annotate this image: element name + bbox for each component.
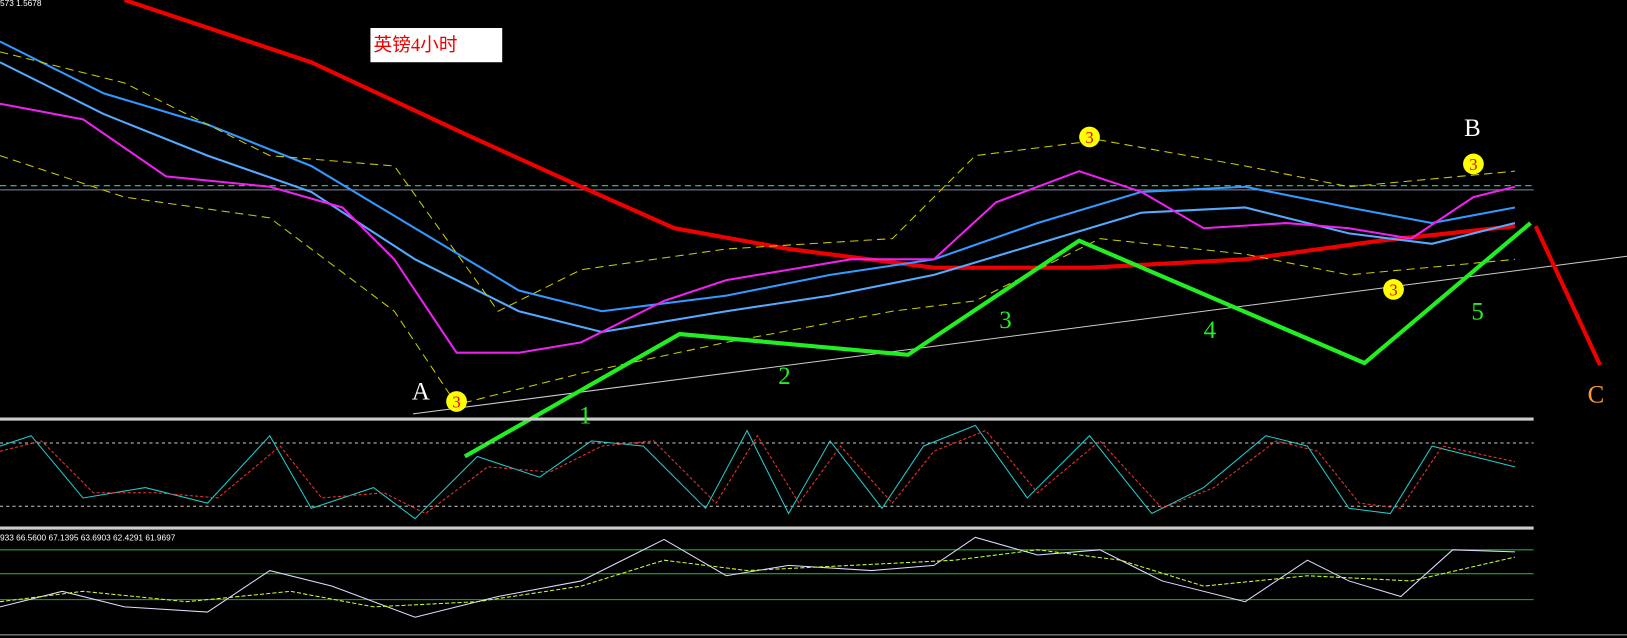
ma-blue [0,40,1516,313]
projection-line [1533,225,1602,367]
oscillator-signal [0,429,1516,515]
oscillator-line [0,424,1516,520]
wave-label: 3 [999,307,1011,334]
title: 英镑4小时 [374,35,458,56]
indicator-values: 933 66.5600 67.1395 63.6903 62.4291 61.9… [0,532,176,542]
header-info: 573 1.5678 [0,0,42,8]
marker-label: 3 [1085,128,1093,147]
wave-line [463,221,1532,459]
marker [1463,153,1484,175]
wave-label: 5 [1471,299,1483,326]
ma-magenta [0,102,1516,354]
marker [1079,126,1100,148]
indicator-line [0,536,1515,618]
marker-label: 3 [452,393,460,412]
marker-label: 3 [1469,155,1477,174]
indicator-signal [0,549,1516,608]
wave-label: 1 [579,402,591,429]
band-upper [0,51,1515,312]
marker-label: 3 [1389,281,1397,300]
marker [1383,279,1404,300]
wave-label: B [1464,115,1481,142]
band-lower [0,155,1515,406]
wave-label: A [412,378,430,405]
title-box [370,28,503,63]
wave-label: 2 [778,363,790,390]
wave-label: 4 [1204,317,1217,344]
trendline [412,255,1627,415]
ma-red [123,0,1516,270]
ma-blue2 [0,61,1516,334]
marker [446,391,467,412]
wave-label: C [1588,382,1605,409]
